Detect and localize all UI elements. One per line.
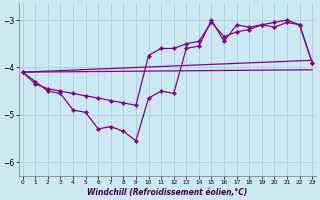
- X-axis label: Windchill (Refroidissement éolien,°C): Windchill (Refroidissement éolien,°C): [87, 188, 248, 197]
